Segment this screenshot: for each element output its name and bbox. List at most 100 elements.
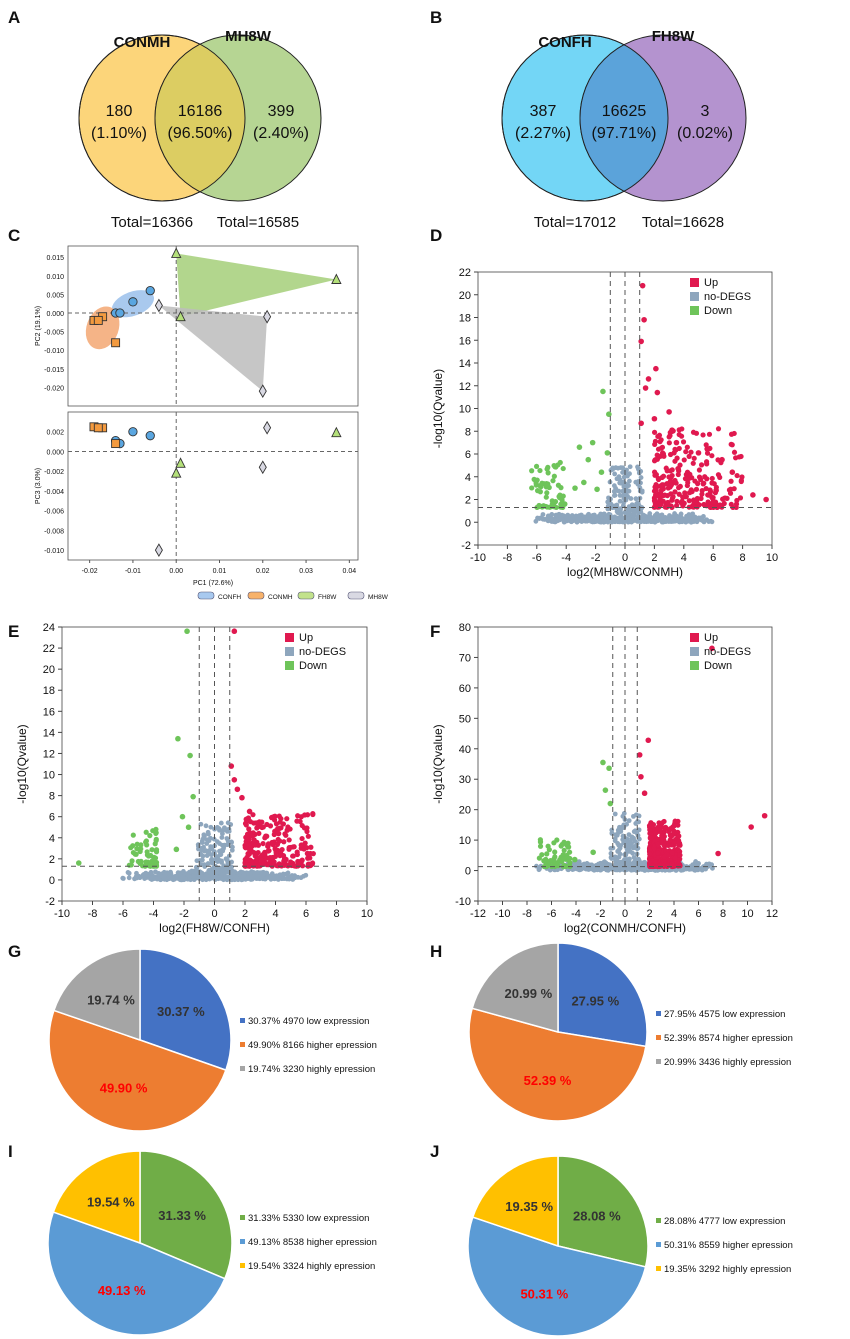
point-up [305,855,311,861]
point-nodeg [241,872,247,878]
point-nodeg [207,835,213,841]
pie-legend-swatch [656,1059,661,1064]
point-up [668,482,674,488]
point-nodeg [572,864,578,869]
point-nodeg [627,839,633,845]
point-nodeg [705,864,711,869]
y-tick-label: 0 [465,517,471,529]
point-nodeg [601,866,606,872]
point-nodeg [659,514,665,520]
pie-legend-swatch [656,1011,661,1016]
pca-hull-fh8w [176,253,337,317]
point-nodeg [254,870,260,875]
point-down [130,849,136,856]
point-nodeg [627,478,632,484]
pie-legend-label: 19.35% 3292 highly epression [664,1264,791,1275]
point-nodeg [581,517,587,523]
point-down [143,829,149,835]
y-tick-label: 18 [43,685,55,697]
y-axis-label: -log10(Qvalue) [431,369,445,448]
point-nodeg [611,493,617,499]
pca-y-tick-label-top: -0.005 [44,330,64,337]
point-nodeg [629,834,635,840]
point-down [551,473,557,479]
point-up [673,439,680,446]
point-down [129,858,135,864]
pca-point [93,315,103,325]
point-down [552,849,558,855]
point-nodeg [190,874,196,880]
point-nodeg [626,843,631,849]
point-nodeg [672,512,678,518]
point-nodeg [614,505,620,511]
volcano-d: -10 -8 -6 -4 -2 0 2 4 6 8 10 -2 0 2 4 6 8 10 12 14 16 18 20 22 l… [431,267,778,579]
point-nodeg [197,872,203,878]
point-up [263,833,269,839]
point-nodeg [201,835,207,841]
point-nodeg [125,870,131,875]
point-nodeg [635,501,641,507]
point-up [267,823,274,829]
y-tick-label: 24 [43,622,55,634]
point-down [606,765,612,772]
legend-label: Up [299,632,313,644]
point-up [651,429,658,435]
point-up [256,830,262,837]
point-up [234,786,241,793]
y-axis-label: -log10(Qvalue) [15,724,29,803]
pie-legend-swatch [240,1066,245,1071]
point-down [604,450,611,456]
pca-legend-label: MH8W [368,594,389,601]
point-up [254,820,260,826]
point-nodeg [615,827,621,833]
point-up [721,500,727,507]
venn-only-pct-fh8w: (0.02%) [677,125,733,142]
x-tick-label: 10 [361,908,373,920]
point-up [666,440,672,446]
point-down [566,857,572,863]
point-nodeg [267,875,272,881]
point-up [655,841,661,848]
x-tick-label: 10 [741,908,753,920]
point-nodeg [227,874,233,880]
panel-label-g: G [8,942,22,961]
point-nodeg [198,852,204,858]
pie-slice-label: 20.99 % [504,986,552,1001]
point-nodeg [219,859,225,865]
pca-point [263,420,272,435]
point-nodeg [621,474,627,480]
point-down [138,858,144,864]
point-up [708,504,714,510]
pca-y-tick-label-top: -0.020 [44,385,64,392]
pie-g: 30.37 % 30.37% 4970 low expression 49.90 %… [48,948,377,1132]
point-up [647,827,653,833]
pie-slice [47,1211,226,1336]
point-nodeg [194,858,200,864]
point-up [259,857,265,863]
x-tick-label: 6 [303,908,309,920]
point-nodeg [202,848,207,854]
pie-slice [471,1155,559,1248]
point-nodeg [608,851,614,856]
point-up [294,818,300,824]
point-nodeg [633,812,639,818]
point-nodeg [614,857,620,863]
point-down [536,503,543,510]
point-nodeg [698,515,704,521]
venn-set-name-conmh: CONMH [114,34,171,51]
point-up [681,457,687,463]
y-tick-label: 60 [459,683,471,695]
point-nodeg [214,874,219,880]
point-down [581,479,587,486]
point-down [567,849,573,855]
point-up [656,493,662,500]
point-down [533,482,539,488]
point-nodeg [262,876,268,882]
point-nodeg [631,861,637,867]
venn-total-fh8w: Total=16628 [642,214,724,231]
point-up [662,825,668,832]
venn-set-name-mh8w: MH8W [225,28,272,45]
point-nodeg [617,515,623,520]
point-up [663,851,670,858]
point-up [310,851,316,857]
